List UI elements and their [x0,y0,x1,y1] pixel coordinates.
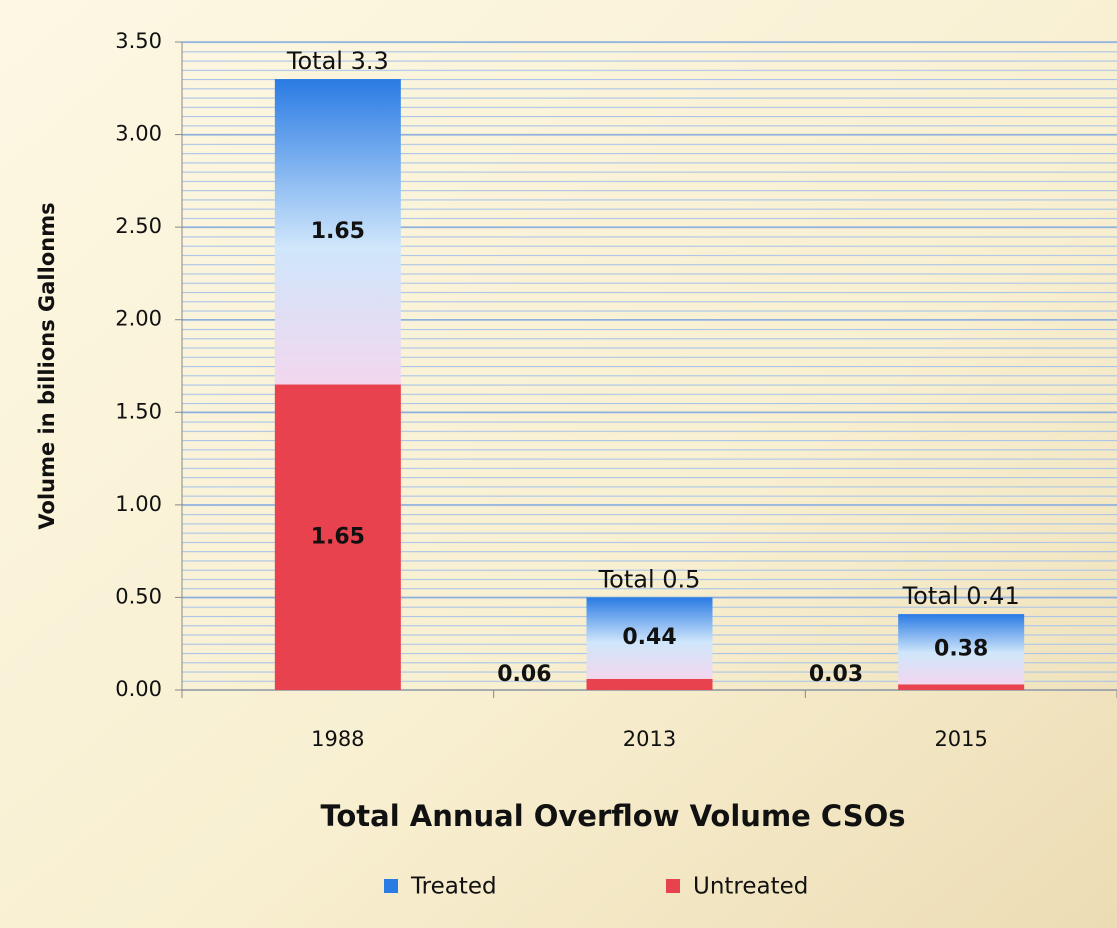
chart-title: Total Annual Overflow Volume CSOs [320,799,905,833]
x-tick-label: 2013 [623,727,676,751]
x-tick-label: 1988 [311,727,364,751]
y-axis-label: Volume in billions Gallonms [35,202,59,529]
data-label: 0.38 [934,636,988,661]
data-label: 1.65 [311,219,365,244]
bar-segment [274,79,401,385]
bar-segment [898,614,1025,685]
bar-segment [274,384,401,690]
y-tick-label: 3.00 [115,122,162,146]
total-label: Total 3.3 [286,47,389,75]
y-tick-label: 0.00 [115,677,162,701]
bar-segment [586,597,713,679]
data-label: 1.65 [311,524,365,549]
x-tick-label: 2015 [934,727,987,751]
y-tick-label: 2.00 [115,307,162,331]
y-tick-label: 3.50 [115,29,162,53]
y-tick-label: 2.50 [115,214,162,238]
bar-segment [586,678,713,690]
data-label: 0.03 [809,662,863,687]
data-label: 0.44 [622,625,676,650]
bar-segment [898,684,1025,690]
y-tick-label: 1.50 [115,399,162,423]
legend-swatch [384,879,398,893]
y-tick-label: 1.00 [115,492,162,516]
legend-label: Untreated [693,874,808,900]
total-label: Total 0.41 [902,582,1020,610]
legend-swatch [666,879,680,893]
data-label: 0.06 [497,662,551,687]
legend-label: Treated [410,874,497,900]
total-label: Total 0.5 [598,565,701,593]
y-tick-label: 0.50 [115,584,162,608]
